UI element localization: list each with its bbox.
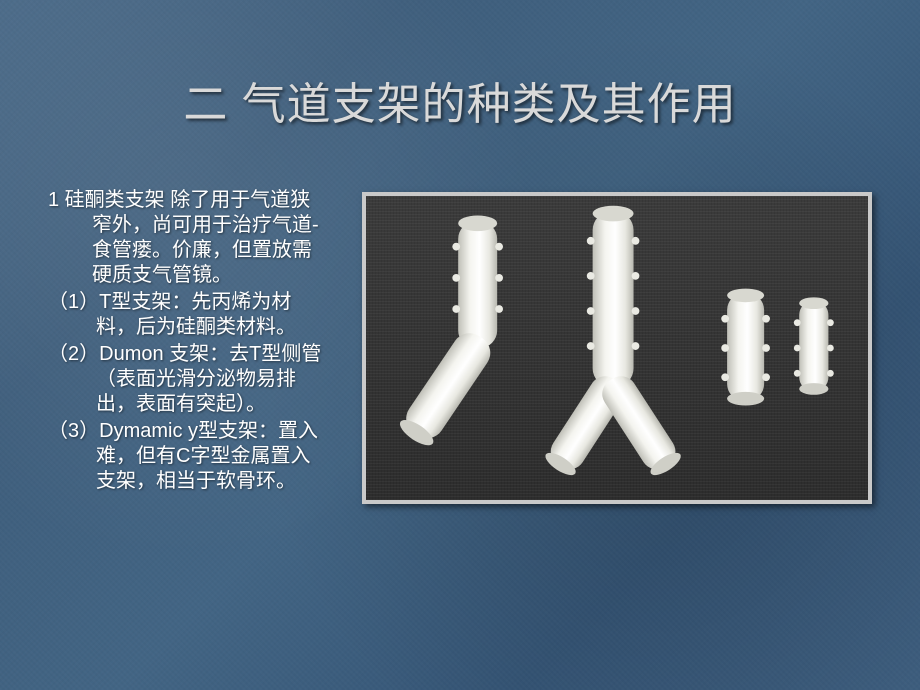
stent-photo (362, 192, 872, 504)
slide: 二 气道支架的种类及其作用 1 硅酮类支架 除了用于气道狭窄外，尚可用于治疗气道… (0, 0, 920, 690)
content-row: 1 硅酮类支架 除了用于气道狭窄外，尚可用于治疗气道-食管瘘。价廉，但置放需硬质… (0, 188, 920, 504)
stent-straight-large (721, 289, 770, 406)
paragraph-4: （3）Dymamic y型支架：置入难，但有C字型金属置入支架，相当于软骨环。 (48, 419, 330, 494)
stent-straight-small (794, 297, 834, 394)
paragraph-1: 1 硅酮类支架 除了用于气道狭窄外，尚可用于治疗气道-食管瘘。价廉，但置放需硬质… (48, 188, 330, 288)
paragraph-3: （2）Dumon 支架：去T型侧管（表面光滑分泌物易排出，表面有突起）。 (48, 342, 330, 417)
image-column (362, 188, 880, 504)
body-text-column: 1 硅酮类支架 除了用于气道狭窄外，尚可用于治疗气道-食管瘘。价廉，但置放需硬质… (48, 188, 330, 496)
paragraph-2: （1）T型支架：先丙烯为材料，后为硅酮类材料。 (48, 290, 330, 340)
stent-t-type (396, 215, 503, 449)
stent-illustration-svg (366, 196, 868, 500)
slide-title: 二 气道支架的种类及其作用 (0, 0, 920, 132)
stent-y-type (542, 206, 684, 480)
